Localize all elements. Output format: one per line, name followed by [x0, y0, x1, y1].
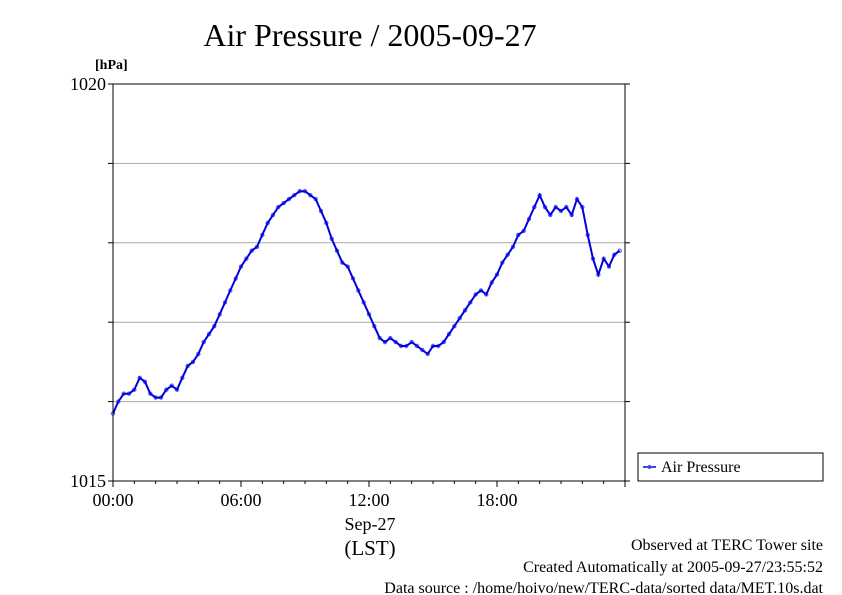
data-point [393, 339, 398, 345]
legend-marker-swatch [647, 464, 652, 470]
data-point [617, 248, 622, 253]
plot-frame [112, 83, 626, 482]
x-axis-ticks: 00:00 06:00 12:00 18:00 [92, 481, 626, 510]
data-point [420, 347, 425, 353]
chart-title: Air Pressure / 2005-09-27 [203, 17, 536, 53]
y-tick-label: 1020 [70, 74, 106, 94]
x-tick-label: 18:00 [476, 490, 517, 510]
legend: Air Pressure [637, 452, 824, 482]
y-tick-label: 1015 [70, 471, 106, 491]
x-axis-unit-label: (LST) [344, 536, 395, 560]
y-axis-ticks: 1015 1020 [70, 74, 630, 491]
grid-lines [113, 162, 625, 403]
legend-label-air-pressure: Air Pressure [661, 459, 741, 476]
data-point [558, 208, 564, 214]
x-axis-date-label: Sep-27 [345, 514, 396, 534]
data-point [478, 288, 484, 293]
x-tick-label: 06:00 [220, 490, 261, 510]
data-point [414, 343, 420, 349]
data-point [292, 193, 297, 198]
footer-observed-site: Observed at TERC Tower site [631, 537, 823, 554]
series-line-air-pressure [112, 190, 621, 414]
legend-box [637, 452, 824, 482]
x-tick-label: 12:00 [348, 490, 389, 510]
y-axis-unit-label: [hPa] [95, 58, 128, 73]
footer-created-timestamp: Created Automatically at 2005-09-27/23:5… [523, 559, 823, 576]
data-point [382, 339, 388, 345]
x-tick-label: 00:00 [92, 490, 133, 510]
footer-data-source: Data source : /home/hoivo/new/TERC-data/… [384, 580, 823, 595]
data-point [281, 200, 286, 206]
data-point [169, 383, 174, 388]
data-point [388, 335, 393, 341]
data-markers [110, 189, 622, 416]
data-point [286, 196, 292, 202]
